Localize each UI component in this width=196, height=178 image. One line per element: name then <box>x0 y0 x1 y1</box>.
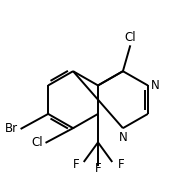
Text: Br: Br <box>5 122 18 135</box>
Text: Cl: Cl <box>124 31 136 44</box>
Text: Cl: Cl <box>32 136 43 149</box>
Text: F: F <box>73 158 79 171</box>
Text: N: N <box>119 131 127 144</box>
Text: N: N <box>151 79 159 92</box>
Text: F: F <box>118 158 124 171</box>
Text: F: F <box>95 162 101 175</box>
